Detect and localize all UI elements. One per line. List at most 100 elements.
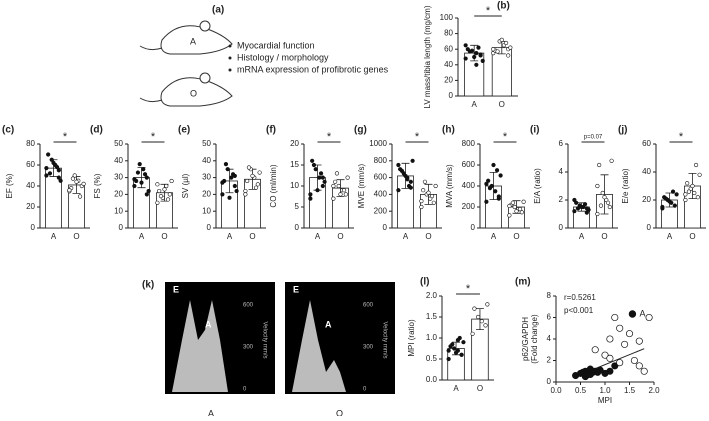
data-point: [320, 183, 325, 189]
velocity-axis: Velocity mm/s: [261, 321, 267, 358]
y-tick-label: 40: [642, 167, 651, 176]
data-point: [491, 47, 496, 52]
data-point: [227, 195, 232, 200]
data-point: [506, 53, 511, 58]
data-point: [220, 192, 225, 197]
panel-label: (i): [530, 125, 539, 136]
data-point: [165, 197, 171, 202]
data-point: [472, 306, 477, 311]
data-point: [310, 158, 315, 163]
velocity-tick: 300: [363, 345, 374, 351]
y-tick-label: 0: [295, 223, 300, 232]
data-point: [144, 175, 149, 180]
data-point: [223, 162, 229, 167]
x-tick-label: A: [227, 232, 233, 241]
data-point: [405, 177, 410, 182]
bullet-text: mRNA expression of profibrotic genes: [237, 64, 389, 74]
y-tick-label: 60: [642, 139, 651, 148]
y-tick-label: 0.0: [426, 375, 438, 384]
data-point: [616, 359, 624, 367]
panel-label: (h): [442, 125, 455, 136]
x-tick-label: A: [491, 232, 497, 241]
data-point: [246, 165, 252, 170]
data-point: [476, 45, 481, 50]
y-tick-label: 0: [119, 223, 124, 232]
panel-label: (b): [497, 1, 510, 12]
data-point: [144, 192, 149, 197]
data-point: [690, 183, 695, 189]
data-point: [586, 370, 594, 379]
x-tick-label: O: [161, 232, 167, 241]
data-point: [463, 43, 468, 48]
data-point: [495, 49, 500, 54]
x-tick-label: 0.5: [575, 386, 587, 395]
annotation: *: [466, 283, 471, 295]
data-point: [74, 179, 79, 184]
peak-label: E: [173, 284, 179, 294]
data-point: [498, 173, 503, 178]
data-point: [584, 210, 589, 215]
x-tick-label: O: [601, 232, 607, 241]
data-point: [597, 162, 602, 168]
data-point: [697, 172, 702, 177]
y-tick-label: 800: [462, 139, 476, 148]
data-point: [625, 330, 634, 338]
x-axis-label: MPI: [598, 396, 612, 405]
y-tick-label: 6: [547, 313, 552, 322]
y-axis-label: E/e (ratio): [621, 168, 630, 203]
y-axis-label: SV (µl): [181, 173, 190, 198]
y-axis-label: (Fold change): [530, 314, 539, 364]
y-tick-label: 10: [290, 181, 299, 190]
data-point: [343, 192, 348, 197]
data-point: [595, 183, 600, 189]
data-point: [158, 193, 164, 199]
data-point: [503, 40, 509, 46]
x-tick-label: A: [139, 232, 145, 241]
data-point: [452, 346, 457, 351]
data-point: [81, 181, 86, 186]
y-tick-label: 20: [290, 139, 299, 148]
x-tick-label: A: [579, 232, 585, 241]
data-point: [446, 348, 451, 353]
panel-label: (j): [618, 125, 627, 136]
data-point: [600, 190, 605, 196]
y-tick-label: 80: [26, 139, 35, 148]
y-tick-label: 10: [202, 206, 211, 215]
annotation: *: [151, 131, 156, 143]
data-point: [431, 200, 436, 205]
data-point: [426, 190, 431, 195]
data-point: [693, 162, 699, 168]
y-tick-label: 50: [202, 139, 211, 148]
data-point: [54, 165, 60, 170]
velocity-tick: 600: [363, 303, 374, 309]
data-point: [519, 210, 524, 215]
doppler-trace: [172, 300, 228, 392]
data-point: [630, 356, 638, 365]
y-tick-label: 2: [559, 195, 564, 204]
panel-label: (a): [212, 5, 224, 16]
y-axis-label: MPI (ratio): [407, 319, 416, 357]
data-point: [459, 352, 464, 357]
data-point: [606, 367, 614, 375]
data-point: [496, 196, 501, 201]
y-tick-label: 5: [295, 202, 300, 211]
data-point: [421, 188, 426, 193]
y-tick-label: 60: [444, 44, 453, 53]
data-point: [507, 213, 512, 218]
y-tick-label: 20: [114, 190, 123, 199]
peak-label: E: [293, 284, 299, 294]
mouse-label: A: [190, 36, 196, 46]
y-axis-label: p62/GAPDH: [521, 317, 530, 361]
y-axis-label: MVA (mm/s): [445, 164, 454, 208]
data-point: [686, 189, 692, 194]
data-point: [446, 356, 451, 362]
y-tick-label: 2: [547, 356, 552, 365]
data-point: [253, 185, 259, 190]
x-tick-label: O: [689, 232, 695, 241]
y-tick-label: 20: [444, 76, 453, 85]
data-point: [396, 188, 401, 193]
data-point: [606, 354, 614, 362]
y-tick-label: 0.5: [426, 354, 438, 363]
data-point: [167, 192, 172, 197]
data-point: [579, 204, 584, 210]
